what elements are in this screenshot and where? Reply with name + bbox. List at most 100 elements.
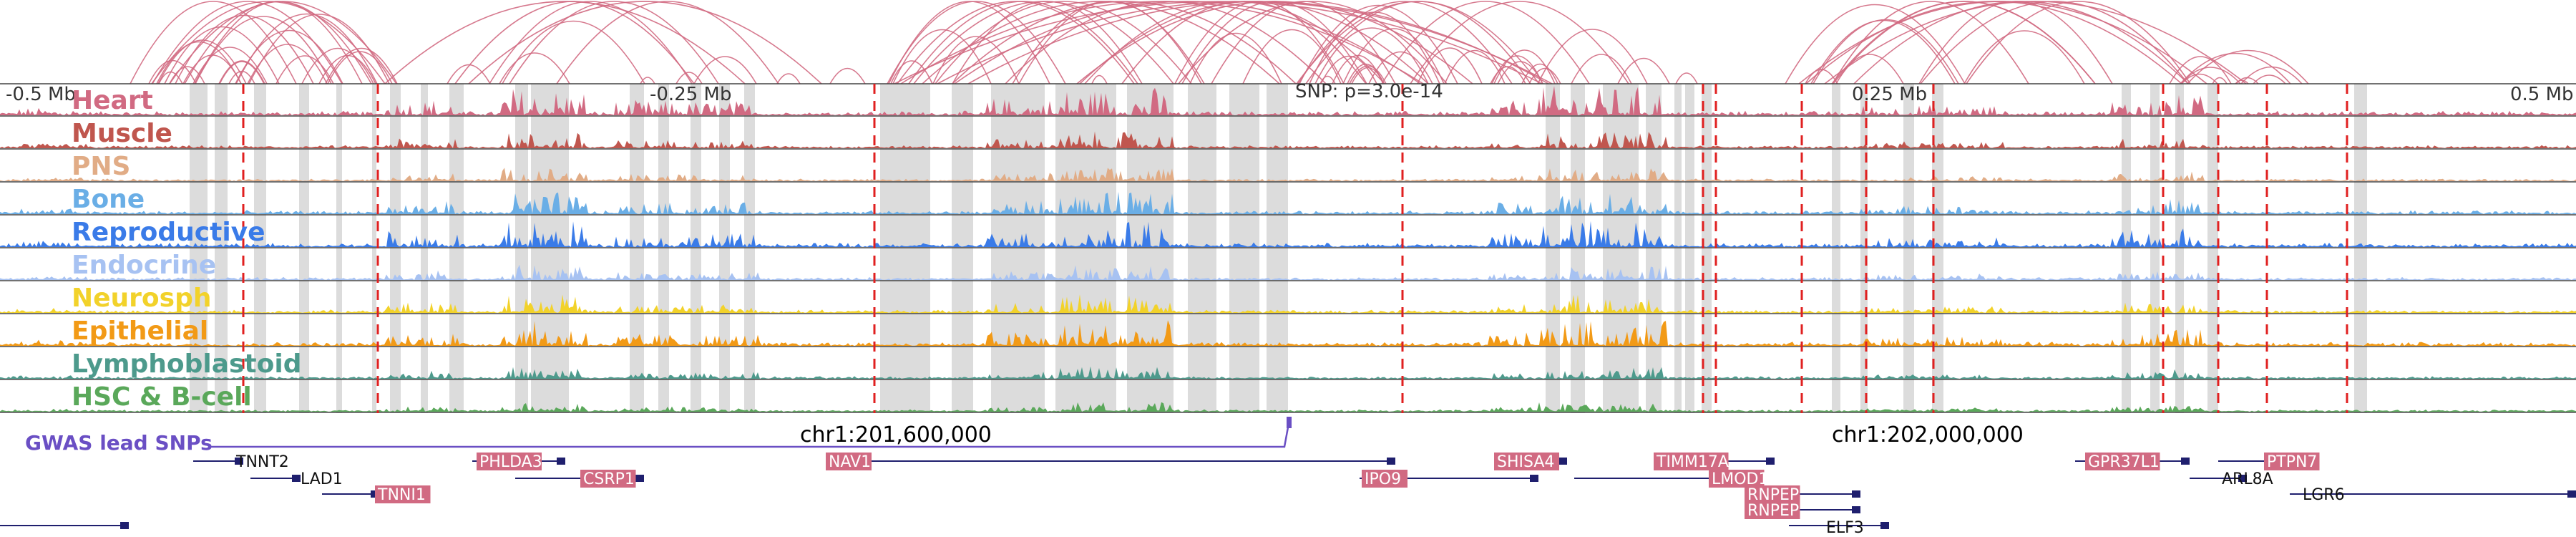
highlight-band [515, 84, 528, 413]
gene-label-9: LMOD1 [1712, 470, 1769, 488]
chromatin-arc [1805, 69, 1838, 84]
chromatin-arc [1299, 4, 1458, 84]
gene-label-12: ELF3 [1826, 519, 1864, 537]
highlight-band [421, 84, 428, 413]
highlight-band [2175, 84, 2184, 413]
gene-annotation-track: TNNT2 LAD1 TNNI1 PHLDA3 CSRP1 NAV1 IPO9 SHISA4 T… [0, 453, 2576, 537]
gene-exon [235, 458, 243, 465]
highlight-band [190, 84, 208, 413]
chromatin-arc [1368, 51, 1433, 84]
highlight-band [1685, 84, 1694, 413]
highlight-band [2122, 84, 2131, 413]
gene-exon [1852, 490, 1860, 498]
gene-exon [2567, 490, 2576, 498]
chromatin-arc [499, 52, 570, 84]
chromatin-arc [1805, 1, 2182, 84]
gene-label-13: GPR37L1 [2088, 453, 2160, 471]
gene-label-15: PTPN7 [2267, 453, 2317, 471]
signal-track-8 [0, 366, 2576, 379]
track-label-2: PNS [72, 152, 130, 181]
chromatin-arc [1444, 49, 1506, 84]
chromatin-arc [219, 61, 265, 84]
gene-exon [120, 522, 129, 529]
gene-label-8: TIMM17A [1656, 453, 1729, 471]
chromatin-arc [693, 56, 757, 84]
gene-label-16: LGR6 [2303, 486, 2345, 504]
highlight-band [1903, 84, 1914, 413]
highlight-band [1571, 84, 1585, 413]
gene-exon [1558, 458, 1567, 465]
chromatin-arc [2235, 77, 2259, 84]
coord-label-202000000: chr1:202,000,000 [1832, 422, 2024, 448]
gene-exon [1530, 475, 1538, 482]
gene-exon [1387, 458, 1395, 465]
gene-label-3: PHLDA3 [479, 453, 542, 471]
chromatin-arc [384, 1, 746, 84]
axis-label-minus-0-5: -0.5 Mb [6, 84, 76, 105]
signal-track-2 [0, 168, 2576, 181]
chromatin-arc [556, 1, 779, 84]
chromatin-arc [1189, 32, 1282, 84]
chromatin-arc [275, 55, 334, 84]
chromatin-arc [235, 29, 343, 84]
gene-label-2: TNNI1 [377, 486, 426, 504]
chromatin-arc [1798, 1, 2207, 84]
chromatin-arc [130, 1, 297, 84]
signal-track-9 [0, 402, 2576, 412]
chromatin-arc [1497, 61, 1543, 84]
chromatin-arc [890, 60, 933, 84]
chromatin-arc [192, 47, 268, 84]
highlight-band [1646, 84, 1662, 413]
chromatin-arc [2187, 49, 2309, 84]
chromatin-arc [157, 39, 247, 84]
region-axis: -0.5 Mb -0.25 Mb SNP: p=3.0e-14 0.25 Mb … [6, 81, 2574, 105]
chromatin-arc [1417, 47, 1483, 84]
chromatin-arc [1675, 72, 1698, 84]
chromatin-arc [1963, 30, 2085, 84]
chromatin-arc [894, 1, 1543, 84]
signal-track-0 [0, 86, 2576, 115]
gene-exon [635, 475, 644, 482]
chromatin-arc [2180, 67, 2241, 84]
highlight-band [2207, 84, 2218, 413]
dashed-marker-lines [242, 84, 2348, 413]
signal-track-4 [0, 221, 2576, 247]
chromatin-arc [829, 67, 866, 84]
gene-label-6: IPO9 [1365, 470, 1401, 488]
chromatin-arc [248, 14, 390, 84]
highlight-band [630, 84, 644, 413]
chromatin-arc [1521, 63, 1558, 84]
gene-exon [2181, 458, 2190, 465]
axis-label-minus-0-25: -0.25 Mb [650, 84, 731, 105]
gwas-track: GWAS lead SNPs [25, 417, 1292, 455]
chromatin-arc [1537, 29, 1648, 84]
chromatin-arc [776, 73, 801, 84]
chromatin-arc [1319, 75, 1336, 84]
track-label-8: Lymphoblastoid [72, 349, 302, 379]
chromatin-arc [301, 47, 374, 84]
highlight-band [991, 84, 1045, 413]
highlight-band [372, 84, 376, 413]
chromatin-arc [967, 1, 1549, 84]
chromatin-arc [1824, 1, 2247, 84]
gene-exon [1880, 522, 1889, 529]
highlight-band [449, 84, 464, 413]
chromatin-arc [195, 16, 332, 84]
chromatin-arc [468, 1, 822, 84]
highlight-band [691, 84, 701, 413]
gene-exon [292, 475, 301, 482]
gene-label-box [2085, 453, 2160, 470]
gene-label-5: NAV1 [829, 453, 871, 471]
chromatin-arc [1617, 57, 1670, 84]
gene-exon [2238, 475, 2247, 482]
gene-label-14: ARL8A [2222, 470, 2273, 488]
chromatin-arc [1785, 4, 1966, 84]
chromatin-arc [888, 1, 1050, 84]
gene-label-box [375, 485, 431, 503]
chromatin-arc [502, 20, 645, 84]
chromatin-arc [1813, 19, 1959, 84]
highlight-band [254, 84, 266, 413]
gene-label-box [1709, 470, 1765, 488]
chromatin-arc [2180, 52, 2291, 84]
